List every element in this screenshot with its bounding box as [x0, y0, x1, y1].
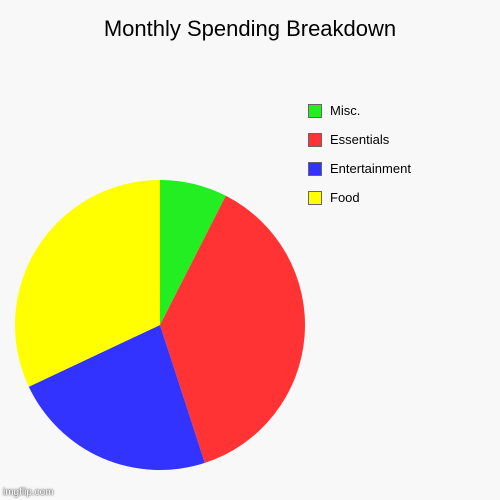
pie-slice-entertainment	[28, 325, 205, 470]
legend-item: Misc.	[308, 96, 411, 125]
legend-swatch	[308, 103, 322, 118]
pie-slice-misc	[160, 180, 226, 325]
legend-label: Food	[330, 190, 360, 205]
legend-swatch	[308, 161, 322, 176]
legend-item: Food	[308, 183, 411, 212]
legend-label: Misc.	[330, 103, 361, 118]
legend-label: Entertainment	[330, 161, 411, 176]
pie-slice-food	[14, 180, 160, 387]
chart-legend: Misc. Essentials Entertainment Food	[308, 96, 411, 212]
legend-item: Essentials	[308, 125, 411, 154]
legend-label: Essentials	[330, 132, 390, 147]
legend-swatch	[308, 190, 322, 205]
pie-slice-essentials	[160, 195, 305, 463]
legend-item: Entertainment	[308, 154, 411, 183]
watermark: imgflip.com	[3, 487, 54, 498]
chart-title: Monthly Spending Breakdown	[103, 16, 397, 41]
legend-swatch	[308, 132, 322, 147]
